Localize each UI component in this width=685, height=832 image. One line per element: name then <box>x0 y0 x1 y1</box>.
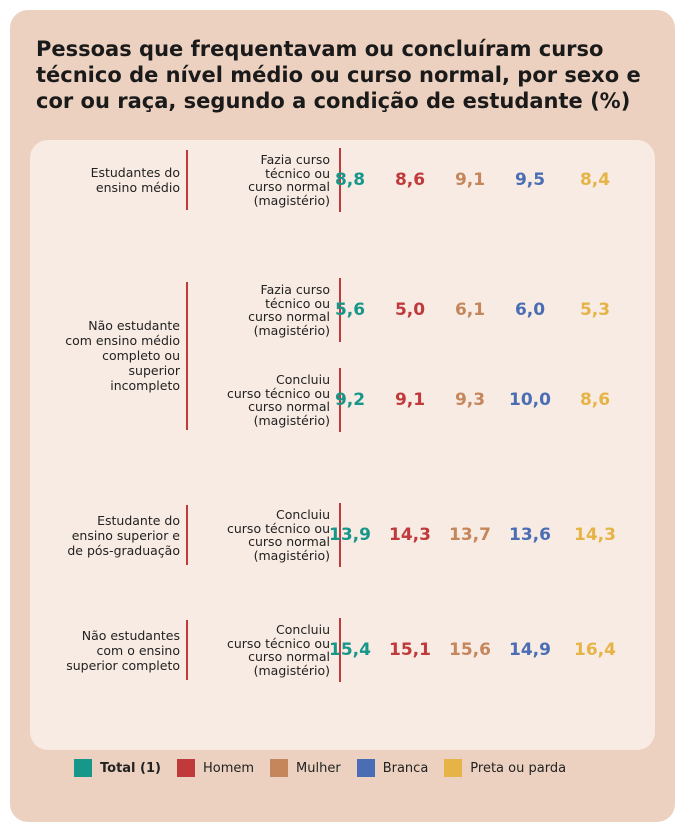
value: 8,4 <box>579 170 611 190</box>
legend-label: Homem <box>202 760 255 776</box>
legend-item: Preta ou parda <box>444 759 566 777</box>
row-description: Concluiu curso técnico ou curso normal (… <box>227 507 330 563</box>
legend-label: Branca <box>382 760 429 776</box>
legend-swatch <box>444 759 463 777</box>
value: 8,6 <box>394 170 426 190</box>
value: 6,1 <box>454 300 486 320</box>
legend-swatch <box>356 759 375 777</box>
legend-swatch <box>176 759 195 777</box>
group-label: Estudante do ensino superior e de pós-gr… <box>67 512 180 558</box>
legend-item: Homem <box>176 759 255 777</box>
divider <box>186 620 188 680</box>
divider <box>339 618 341 682</box>
row-description: Fazia curso técnico ou curso normal (mag… <box>248 152 330 208</box>
value: 13,9 <box>329 525 371 545</box>
row-description: Concluiu curso técnico ou curso normal (… <box>227 372 330 428</box>
row-description: Fazia curso técnico ou curso normal (mag… <box>248 282 330 338</box>
legend-item: Mulher <box>270 759 341 777</box>
value: 13,6 <box>509 525 551 545</box>
value: 9,1 <box>394 390 426 410</box>
legend-label: Mulher <box>296 760 341 776</box>
divider <box>186 505 188 565</box>
value: 10,0 <box>509 390 551 410</box>
value: 9,2 <box>334 390 366 410</box>
legend-item: Branca <box>356 759 429 777</box>
panel: Pessoas que frequentavam ou concluíram c… <box>10 10 675 822</box>
row-description: Concluiu curso técnico ou curso normal (… <box>227 622 330 678</box>
value: 9,3 <box>454 390 486 410</box>
value: 14,9 <box>509 640 551 660</box>
table-panel <box>30 140 655 750</box>
value: 16,4 <box>574 640 616 660</box>
value: 5,0 <box>394 300 426 320</box>
divider <box>339 278 341 342</box>
divider <box>339 503 341 567</box>
group-label: Não estudante com ensino médio completo … <box>65 317 180 393</box>
legend-swatch <box>270 759 289 777</box>
title: Pessoas que frequentavam ou concluíram c… <box>36 37 641 113</box>
legend: Total (1) Homem Mulher Branca Preta ou parda <box>74 758 582 778</box>
group-label: Não estudantes com o ensino superior com… <box>66 627 180 673</box>
divider <box>339 368 341 432</box>
value: 5,6 <box>334 300 366 320</box>
divider <box>339 148 341 212</box>
value: 8,6 <box>579 390 611 410</box>
value: 5,3 <box>579 300 611 320</box>
value: 8,8 <box>334 170 366 190</box>
legend-item: Total (1) <box>74 759 161 777</box>
value: 9,5 <box>514 170 546 190</box>
value: 6,0 <box>514 300 546 320</box>
value: 9,1 <box>454 170 486 190</box>
group-label: Estudantes do ensino médio <box>90 165 180 195</box>
value: 15,1 <box>389 640 431 660</box>
value: 14,3 <box>574 525 616 545</box>
divider <box>186 282 188 430</box>
value: 14,3 <box>389 525 431 545</box>
legend-label: Preta ou parda <box>470 760 567 776</box>
value: 15,4 <box>329 640 371 660</box>
legend-label: Total (1) <box>100 760 161 776</box>
legend-swatch <box>74 759 92 777</box>
value: 13,7 <box>449 525 491 545</box>
divider <box>186 150 188 210</box>
value: 15,6 <box>449 640 491 660</box>
